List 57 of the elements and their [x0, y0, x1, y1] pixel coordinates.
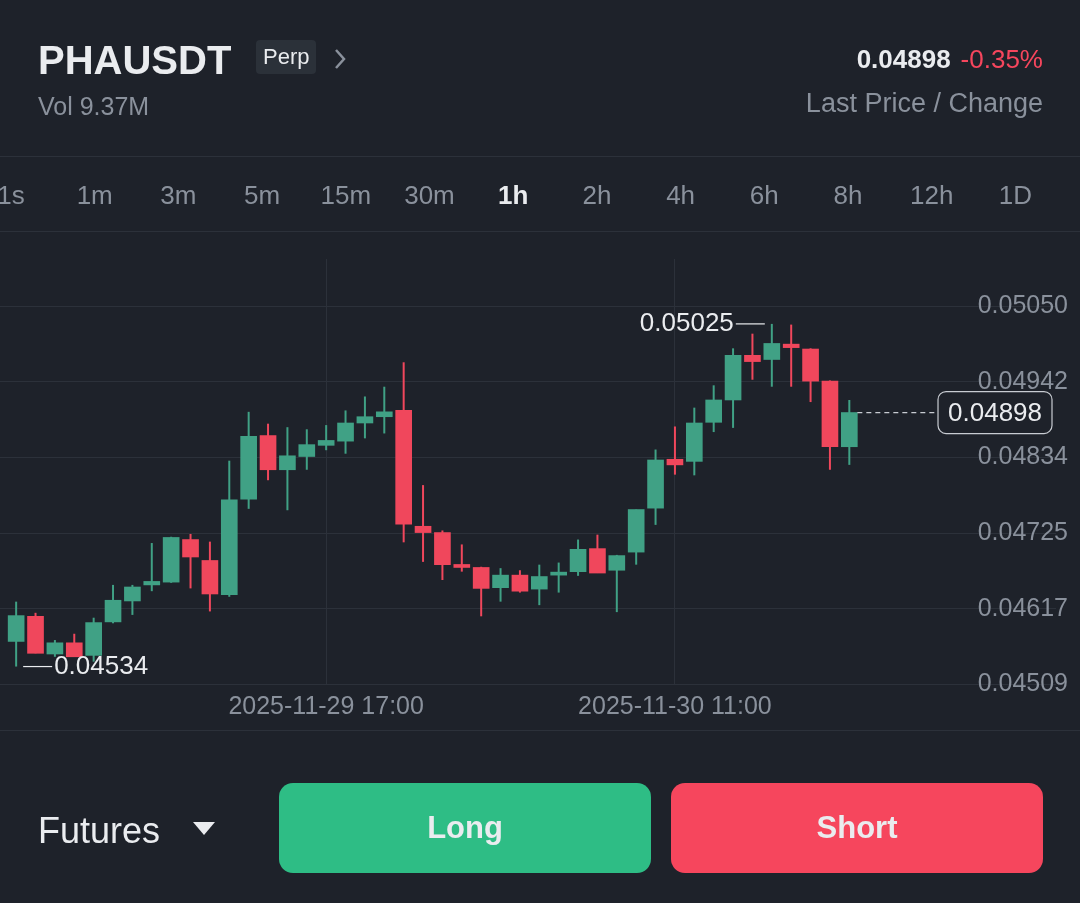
y-tick-label: 0.04942: [977, 365, 1068, 394]
text: Perp: [256, 40, 317, 74]
chart-subtitle: Vol 9.37M: [38, 92, 150, 121]
text: 1D: [997, 180, 1033, 211]
candlestick: [182, 532, 199, 590]
text: 0.04898: [856, 44, 951, 74]
candlestick: [124, 583, 141, 616]
candlestick: [317, 424, 335, 452]
text: Short: [671, 783, 1043, 873]
text: Last Price / Change: [805, 88, 1043, 119]
annotation: 0.05025: [639, 307, 734, 338]
text: 2h: [581, 180, 613, 211]
candlestick: [375, 385, 393, 435]
candlestick: [356, 395, 374, 440]
text: 8h: [832, 180, 864, 211]
candlestick: [511, 569, 529, 594]
candlestick: [744, 332, 761, 381]
text: 15m: [319, 180, 373, 211]
y-tick-label: 0.04617: [977, 592, 1068, 621]
candlestick: [279, 426, 296, 512]
text: 1s: [0, 180, 26, 211]
candlestick: [782, 323, 800, 388]
text: 6h: [748, 180, 780, 211]
candlestick: [453, 543, 471, 573]
candlestick: [666, 425, 684, 476]
chart-title: PHAUSDT: [38, 38, 232, 83]
annotation: 0.04534: [54, 649, 149, 680]
text: 1h: [497, 180, 530, 211]
candlestick: [143, 542, 161, 593]
candlestick: [104, 583, 122, 625]
x-tick-label: 2025-11-29 17:00: [228, 690, 424, 719]
candlestick: [298, 428, 316, 471]
text: 4h: [665, 180, 697, 211]
y-tick-label: 0.04725: [977, 517, 1068, 546]
ref-line-label: 0.04898: [948, 396, 1042, 427]
candlestick: [763, 322, 781, 388]
y-tick-label: 0.04834: [977, 441, 1069, 470]
candlestick: [472, 565, 490, 618]
candlestick: [569, 538, 587, 577]
candlestick: [65, 632, 83, 658]
y-tick-label: 0.04509: [977, 667, 1068, 696]
text: 30m: [403, 180, 456, 211]
text: Long: [279, 783, 651, 873]
candlestick: [492, 567, 509, 603]
text: 1m: [75, 180, 114, 211]
candlestick: [530, 563, 548, 607]
text: Futures: [38, 810, 161, 852]
y-tick-label: 0.05050: [977, 290, 1068, 319]
x-tick-label: 2025-11-30 11:00: [578, 690, 772, 719]
text: -0.35%: [960, 44, 1043, 74]
text: 3m: [159, 180, 198, 211]
candlestick: [705, 384, 723, 434]
text: 12h: [909, 180, 955, 211]
text: 5m: [243, 180, 282, 211]
candlestick: [414, 484, 432, 563]
candlestick: [337, 409, 354, 455]
candlestick: [608, 553, 626, 614]
